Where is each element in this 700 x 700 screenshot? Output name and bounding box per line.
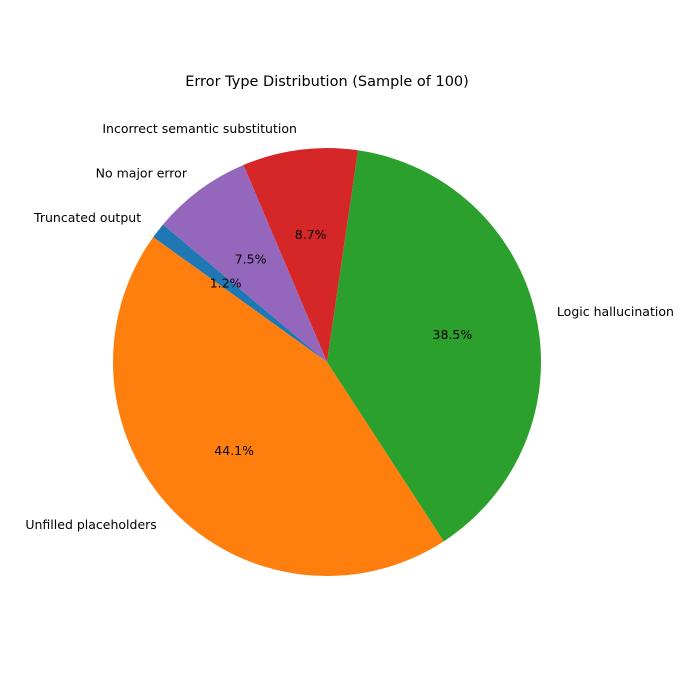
slice-label-logic-hallucination: Logic hallucination [557,304,674,319]
slice-label-no-major-error: No major error [96,165,188,180]
pie-slice-incorrect-semantic-substitution [243,147,358,362]
chart-title: Error Type Distribution (Sample of 100) [185,74,469,90]
slice-percent-no-major-error: 7.5% [235,251,267,266]
slice-percent-unfilled-placeholders: 44.1% [214,443,254,458]
slice-label-unfilled-placeholders: Unfilled placeholders [25,517,156,532]
slice-label-incorrect-semantic-substitution: Incorrect semantic substitution [102,121,297,136]
slice-label-truncated-output: Truncated output [33,210,141,225]
slice-percent-incorrect-semantic-substitution: 8.7% [295,227,327,242]
pie-slice-unfilled-placeholders [113,237,444,576]
slice-percent-logic-hallucination: 38.5% [433,327,473,342]
pie-slices [113,147,541,576]
pie-slice-truncated-output [153,224,327,362]
pie-labels: Truncated output 1.2% Unfilled placeholder… [25,121,674,532]
pie-slice-no-major-error [163,165,327,362]
pie-slice-logic-hallucination [327,150,541,542]
slice-percent-truncated-output: 1.2% [210,276,242,291]
